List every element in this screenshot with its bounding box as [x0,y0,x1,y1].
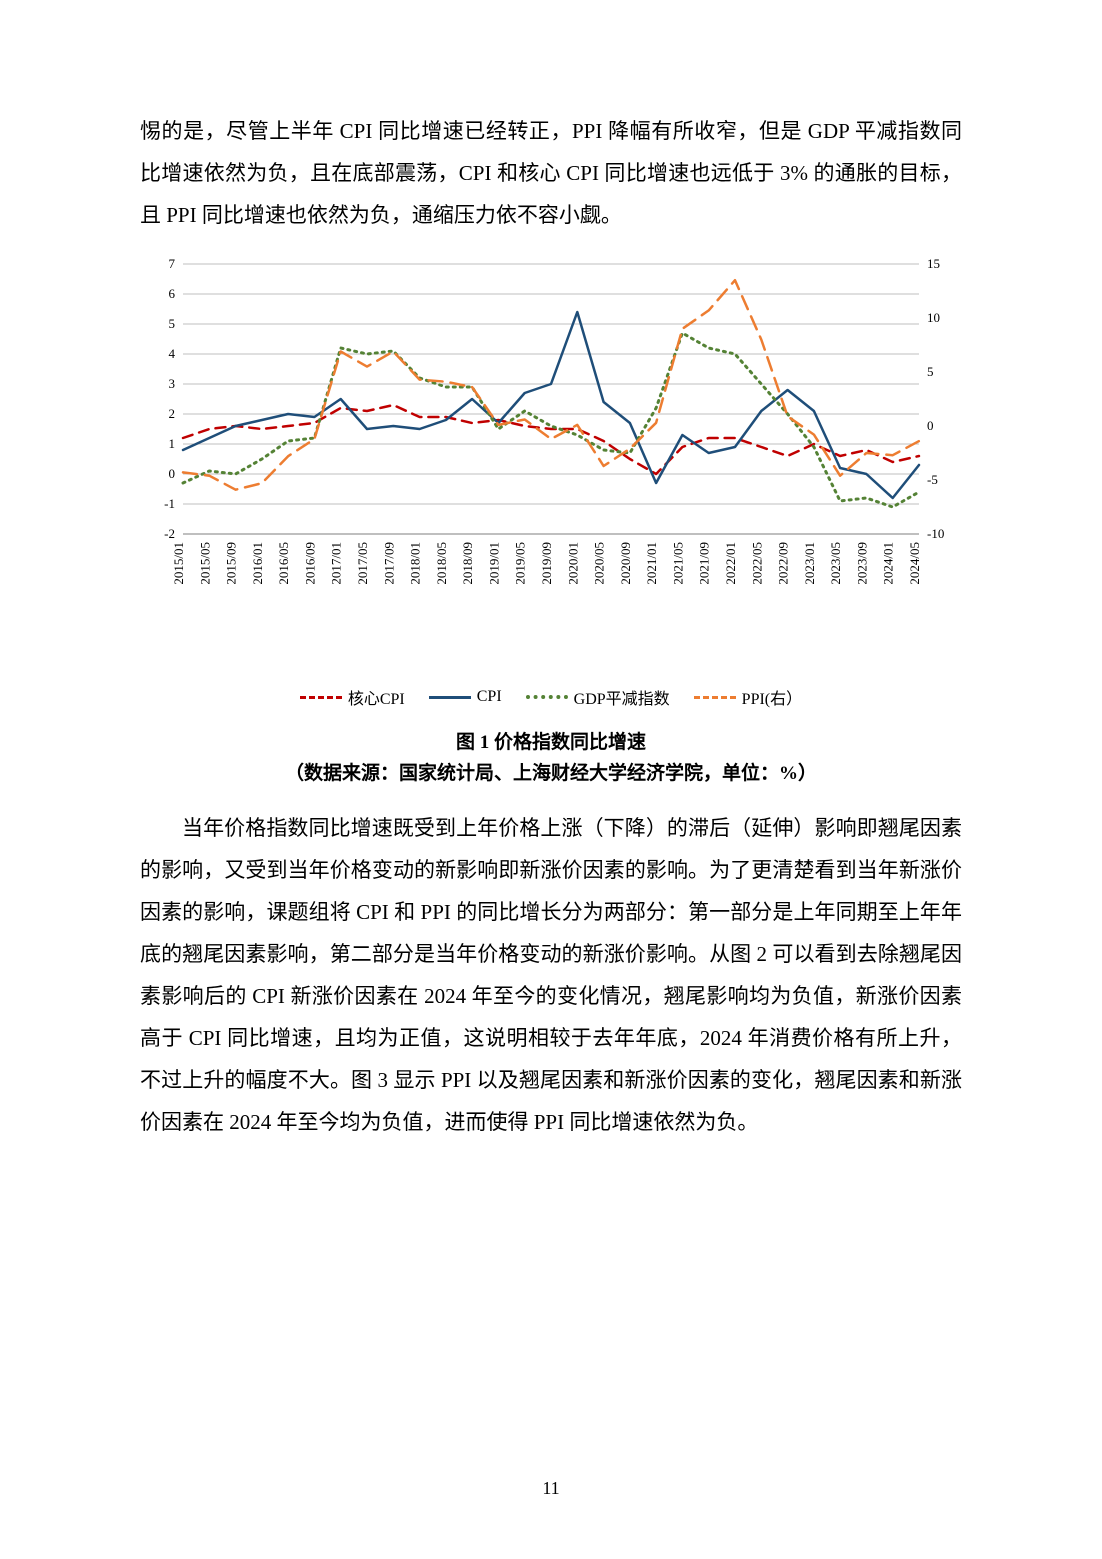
svg-text:2018/01: 2018/01 [408,542,423,585]
svg-text:2024/05: 2024/05 [907,542,922,585]
svg-text:5: 5 [927,364,934,379]
legend-item: GDP平减指数 [526,685,670,709]
legend-swatch [429,696,471,699]
svg-text:2023/01: 2023/01 [802,542,817,585]
svg-text:2022/09: 2022/09 [776,542,791,585]
svg-text:4: 4 [169,346,176,361]
svg-text:2018/05: 2018/05 [434,542,449,585]
svg-text:2017/05: 2017/05 [355,542,370,585]
document-page: 惕的是，尽管上半年 CPI 同比增速已经转正，PPI 降幅有所收窄，但是 GDP… [0,0,1102,1559]
svg-text:2020/01: 2020/01 [565,542,580,585]
svg-text:2021/01: 2021/01 [644,542,659,585]
paragraph-1: 惕的是，尽管上半年 CPI 同比增速已经转正，PPI 降幅有所收窄，但是 GDP… [140,110,962,236]
legend-item: 核心CPI [300,685,405,709]
svg-text:2017/09: 2017/09 [381,542,396,585]
svg-text:2019/05: 2019/05 [513,542,528,585]
svg-text:6: 6 [169,286,176,301]
svg-text:10: 10 [927,310,940,325]
svg-text:2015/01: 2015/01 [171,542,186,585]
svg-text:2022/05: 2022/05 [749,542,764,585]
svg-text:-1: -1 [164,496,175,511]
svg-text:-10: -10 [927,526,944,541]
svg-text:3: 3 [169,376,176,391]
legend-swatch [300,696,342,699]
svg-text:2021/05: 2021/05 [670,542,685,585]
svg-text:2019/09: 2019/09 [539,542,554,585]
legend-item: PPI(右） [694,685,802,709]
svg-text:2015/09: 2015/09 [224,542,239,585]
svg-text:2017/01: 2017/01 [329,542,344,585]
svg-text:2016/05: 2016/05 [276,542,291,585]
svg-text:-2: -2 [164,526,175,541]
legend-label: 核心CPI [348,685,405,709]
svg-text:1: 1 [169,436,176,451]
legend-label: PPI(右） [742,685,802,709]
svg-text:2020/09: 2020/09 [618,542,633,585]
legend-label: CPI [477,688,502,706]
legend-swatch [694,696,736,699]
svg-text:-5: -5 [927,472,938,487]
svg-text:2021/09: 2021/09 [697,542,712,585]
legend-item: CPI [429,688,502,706]
svg-text:0: 0 [169,466,176,481]
legend-swatch [526,695,568,699]
svg-text:2020/05: 2020/05 [592,542,607,585]
svg-text:2016/01: 2016/01 [250,542,265,585]
figure-1-price-index-chart: -2-101234567-10-50510152015/012015/05201… [141,254,961,709]
svg-text:0: 0 [927,418,934,433]
svg-text:2024/01: 2024/01 [881,542,896,585]
svg-text:2018/09: 2018/09 [460,542,475,585]
svg-text:15: 15 [927,256,940,271]
svg-text:2016/09: 2016/09 [302,542,317,585]
paragraph-2: 当年价格指数同比增速既受到上年价格上涨（下降）的滞后（延伸）影响即翘尾因素的影响… [140,807,962,1143]
figure-1-caption: 图 1 价格指数同比增速 [140,727,962,754]
svg-text:2023/09: 2023/09 [854,542,869,585]
svg-text:2015/05: 2015/05 [197,542,212,585]
svg-text:7: 7 [169,256,176,271]
page-number: 11 [0,1478,1102,1499]
line-chart-svg: -2-101234567-10-50510152015/012015/05201… [141,254,961,674]
legend-label: GDP平减指数 [574,685,670,709]
figure-1-source: （数据来源：国家统计局、上海财经大学经济学院，单位：%） [140,758,962,785]
svg-text:2: 2 [169,406,176,421]
svg-text:2022/01: 2022/01 [723,542,738,585]
chart-legend: 核心CPI CPI GDP平减指数 PPI(右） [141,685,961,709]
svg-text:2019/01: 2019/01 [486,542,501,585]
svg-text:5: 5 [169,316,176,331]
svg-text:2023/05: 2023/05 [828,542,843,585]
